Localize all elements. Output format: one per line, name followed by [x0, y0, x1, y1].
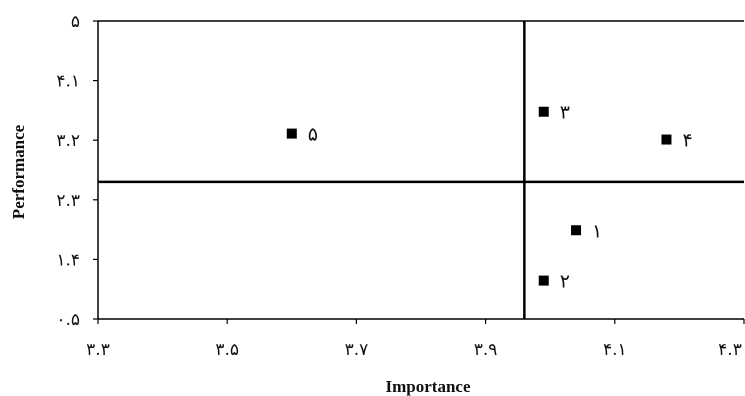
data-point-marker — [538, 275, 549, 286]
x-tick-label: ۳.۵ — [215, 340, 239, 360]
data-point-label: ۱ — [592, 220, 602, 242]
y-tick-label: ۱.۴ — [56, 250, 80, 270]
x-tick-label: ۳.۹ — [474, 340, 498, 360]
x-axis-title: Importance — [386, 377, 471, 396]
data-point-label: ۳ — [560, 102, 570, 124]
data-point-marker — [538, 106, 549, 117]
data-point-marker — [571, 225, 582, 236]
x-tick-label: ۳.۳ — [86, 340, 110, 360]
x-tick-label: ۴.۳ — [718, 340, 742, 360]
data-point-label: ۴ — [682, 130, 692, 152]
x-tick-label: ۴.۱ — [603, 340, 627, 360]
data-point-label: ۵ — [308, 124, 318, 146]
y-tick-label: ۰.۵ — [56, 310, 80, 330]
data-point-marker — [661, 134, 672, 145]
y-tick-label: ۲.۳ — [56, 191, 80, 211]
y-tick-label: ۴.۱ — [56, 72, 80, 92]
data-point-marker — [286, 128, 297, 139]
x-tick-label: ۳.۷ — [345, 340, 369, 360]
y-tick-label: ۳.۲ — [56, 131, 80, 151]
data-point-label: ۲ — [560, 271, 570, 293]
y-tick-label: ۵ — [71, 12, 80, 32]
y-axis-title: Performance — [9, 124, 28, 219]
